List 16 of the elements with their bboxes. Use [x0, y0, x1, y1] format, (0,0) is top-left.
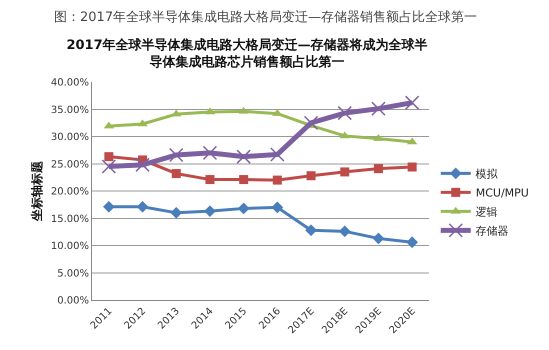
y-tick-label: 10.00%	[50, 241, 89, 252]
y-tick-label: 0.00%	[57, 296, 89, 306]
y-tick-label: 35.00%	[50, 104, 89, 116]
legend-label: MCU/MPU	[476, 186, 529, 200]
chart-title: 2017年全球半导体集成电路大格局变迁—存储器将成为全球半导体集成电路芯片销售额占比第一	[66, 37, 428, 70]
y-tick-label: 25.00%	[50, 159, 89, 170]
legend-label: 存储器	[476, 224, 509, 238]
text: 图：2017年全球半导体集成电路大格局变迁—存储器销售额占比全球第一	[54, 10, 478, 25]
legend-label: 逻辑	[476, 206, 498, 219]
y-axis-title: 坐标轴标题	[30, 161, 44, 222]
y-tick-label: 40.00%	[50, 78, 89, 88]
y-tick-label: 5.00%	[57, 268, 89, 280]
legend-label: 模拟	[476, 168, 499, 181]
y-tick-label: 15.00%	[50, 214, 89, 225]
y-tick-label: 20.00%	[50, 186, 89, 198]
y-tick-label: 30.00%	[50, 132, 89, 143]
